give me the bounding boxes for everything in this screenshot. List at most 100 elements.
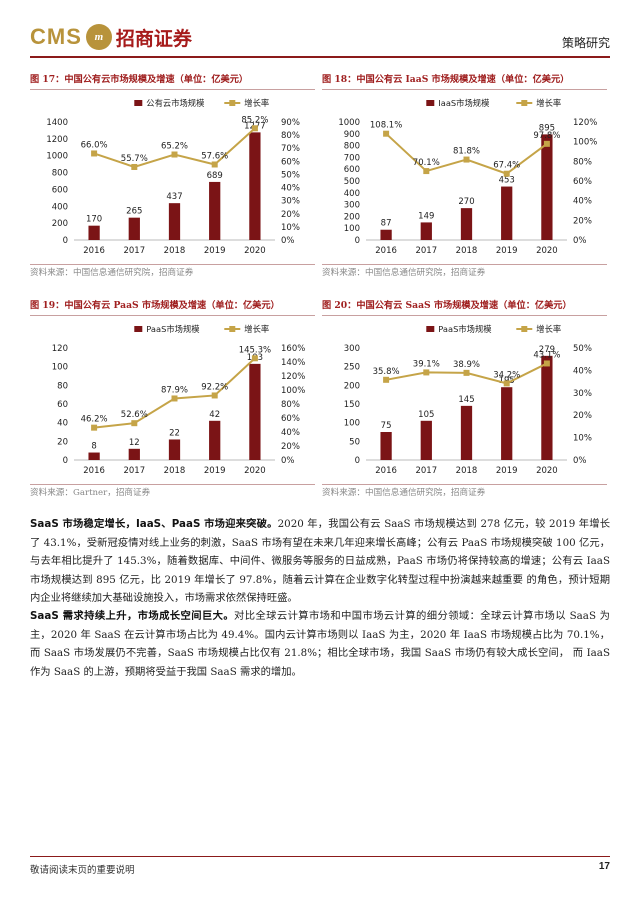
x-tick-label: 2018 [164, 466, 186, 476]
y-right-tick-label: 40% [573, 366, 592, 376]
bar [249, 132, 261, 240]
bar-value-label: 279 [539, 345, 555, 355]
chart-legend: 公有云市场规模 增长率 [134, 98, 269, 108]
growth-rate-point [503, 170, 510, 177]
y-right-tick-label: 160% [281, 344, 305, 354]
y-right-tick-label: 50% [573, 344, 592, 354]
growth-rate-point [171, 395, 178, 402]
y-right-tick-label: 60% [281, 157, 300, 167]
y-right-tick-label: 50% [281, 170, 300, 180]
figure-title: 图 18：中国公有云 IaaS 市场规模及增速（单位：亿美元） [322, 72, 607, 90]
bar [541, 355, 553, 460]
bar-value-label: 895 [539, 123, 555, 133]
bar [460, 405, 473, 460]
growth-rate-label: 92.2% [201, 382, 228, 392]
y-right-tick-label: 120% [573, 118, 597, 128]
y-left-tick-label: 100 [344, 419, 360, 429]
bar [168, 439, 181, 460]
legend-marker-line [229, 326, 236, 332]
x-tick-label: 2019 [496, 246, 518, 256]
figure-20: 图 20：中国公有云 SaaS 市场规模及增速（单位：亿美元） PaaS市场规模… [322, 298, 607, 500]
y-left-tick-label: 300 [344, 344, 360, 354]
legend-swatch-bar [134, 100, 143, 106]
y-right-tick-label: 120% [281, 372, 305, 382]
bar-value-label: 87 [381, 219, 392, 229]
chart-legend: PaaS市场规模 增长率 [134, 324, 269, 334]
growth-rate-label: 65.2% [161, 142, 188, 152]
x-tick-label: 2017 [415, 466, 437, 476]
legend-label-line: 增长率 [244, 98, 269, 108]
y-left-tick-label: 600 [52, 185, 68, 195]
y-right-tick-label: 30% [573, 389, 592, 399]
x-tick-label: 2017 [123, 246, 145, 256]
chart-public-cloud: 公有云市场规模 增长率 0 200 400 600 800 1000 1200 1400 0% 10%… [46, 98, 300, 256]
bar [380, 229, 392, 240]
growth-rate-label: 55.7% [121, 154, 148, 164]
chart-paas: PaaS市场规模 增长率 0 20 40 60 80 100 120 0% 20% 40% 60% 80%… [52, 324, 306, 476]
bar [501, 186, 513, 240]
y-right-tick-label: 40% [573, 197, 592, 207]
growth-rate-point [463, 156, 470, 163]
y-right-tick-label: 100% [281, 386, 305, 396]
legend-swatch-bar [134, 326, 143, 332]
legend-swatch-bar [426, 100, 435, 106]
growth-rate-label: 57.6% [201, 151, 228, 161]
y-right-tick-label: 20% [573, 411, 592, 421]
bar-value-label: 270 [458, 197, 474, 207]
figure-title: 图 20：中国公有云 SaaS 市场规模及增速（单位：亿美元） [322, 298, 607, 316]
y-left-tick-label: 400 [52, 202, 68, 212]
y-left-tick-label: 120 [52, 344, 68, 354]
x-tick-label: 2017 [415, 246, 437, 256]
y-right-tick-label: 0% [573, 456, 587, 466]
bar-value-label: 170 [86, 215, 102, 225]
page-number: 17 [598, 861, 610, 872]
growth-rate-label: 108.1% [370, 121, 402, 131]
y-left-tick-label: 100 [344, 224, 360, 234]
legend-marker-line [521, 326, 528, 332]
x-tick-label: 2019 [496, 466, 518, 476]
bar-value-label: 453 [499, 176, 515, 186]
x-tick-label: 2016 [375, 246, 397, 256]
growth-rate-label: 70.1% [413, 158, 440, 168]
y-right-tick-label: 60% [281, 414, 300, 424]
logo-latin-text: CMS [30, 24, 82, 49]
figure-source: 资料来源：中国信息通信研究院，招商证券 [322, 264, 607, 280]
y-right-tick-label: 30% [281, 197, 300, 207]
paragraph-lead: SaaS 需求持续上升，市场成长空间巨大。 [30, 610, 235, 622]
figure-title: 图 19：中国公有云 PaaS 市场规模及增速（单位：亿美元） [30, 298, 315, 316]
x-tick-label: 2017 [123, 466, 145, 476]
y-right-tick-label: 40% [281, 428, 300, 438]
y-left-tick-label: 100 [52, 363, 68, 373]
bar [460, 208, 473, 240]
x-tick-label: 2016 [83, 466, 105, 476]
growth-rate-point [211, 161, 218, 168]
y-left-tick-label: 200 [344, 212, 360, 222]
growth-rate-point [463, 369, 470, 376]
y-left-tick-label: 600 [344, 165, 360, 175]
bar-value-label: 145 [458, 395, 474, 405]
x-tick-label: 2020 [244, 246, 266, 256]
bar [541, 134, 553, 240]
growth-rate-point [91, 424, 98, 431]
y-right-tick-label: 100% [573, 138, 597, 148]
bar [420, 420, 432, 460]
x-tick-label: 2019 [204, 466, 226, 476]
bar-value-label: 22 [169, 428, 180, 438]
bar-value-label: 149 [418, 211, 434, 221]
bar-value-label: 105 [418, 410, 434, 420]
y-left-tick-label: 150 [344, 400, 360, 410]
growth-rate-label: 46.2% [81, 415, 108, 425]
y-right-tick-label: 90% [281, 118, 300, 128]
bar [88, 452, 100, 460]
growth-rate-point [543, 360, 550, 367]
figure-source: 资料来源：中国信息通信研究院，招商证券 [322, 484, 607, 500]
bar [168, 203, 181, 240]
growth-rate-label: 145.3% [239, 345, 271, 355]
x-tick-label: 2020 [244, 466, 266, 476]
y-left-tick-label: 0 [63, 456, 68, 466]
y-left-tick-label: 900 [344, 130, 360, 140]
legend-marker-line [521, 100, 528, 106]
bar-value-label: 8 [91, 442, 96, 452]
y-left-tick-label: 60 [57, 400, 68, 410]
bar [209, 420, 221, 460]
